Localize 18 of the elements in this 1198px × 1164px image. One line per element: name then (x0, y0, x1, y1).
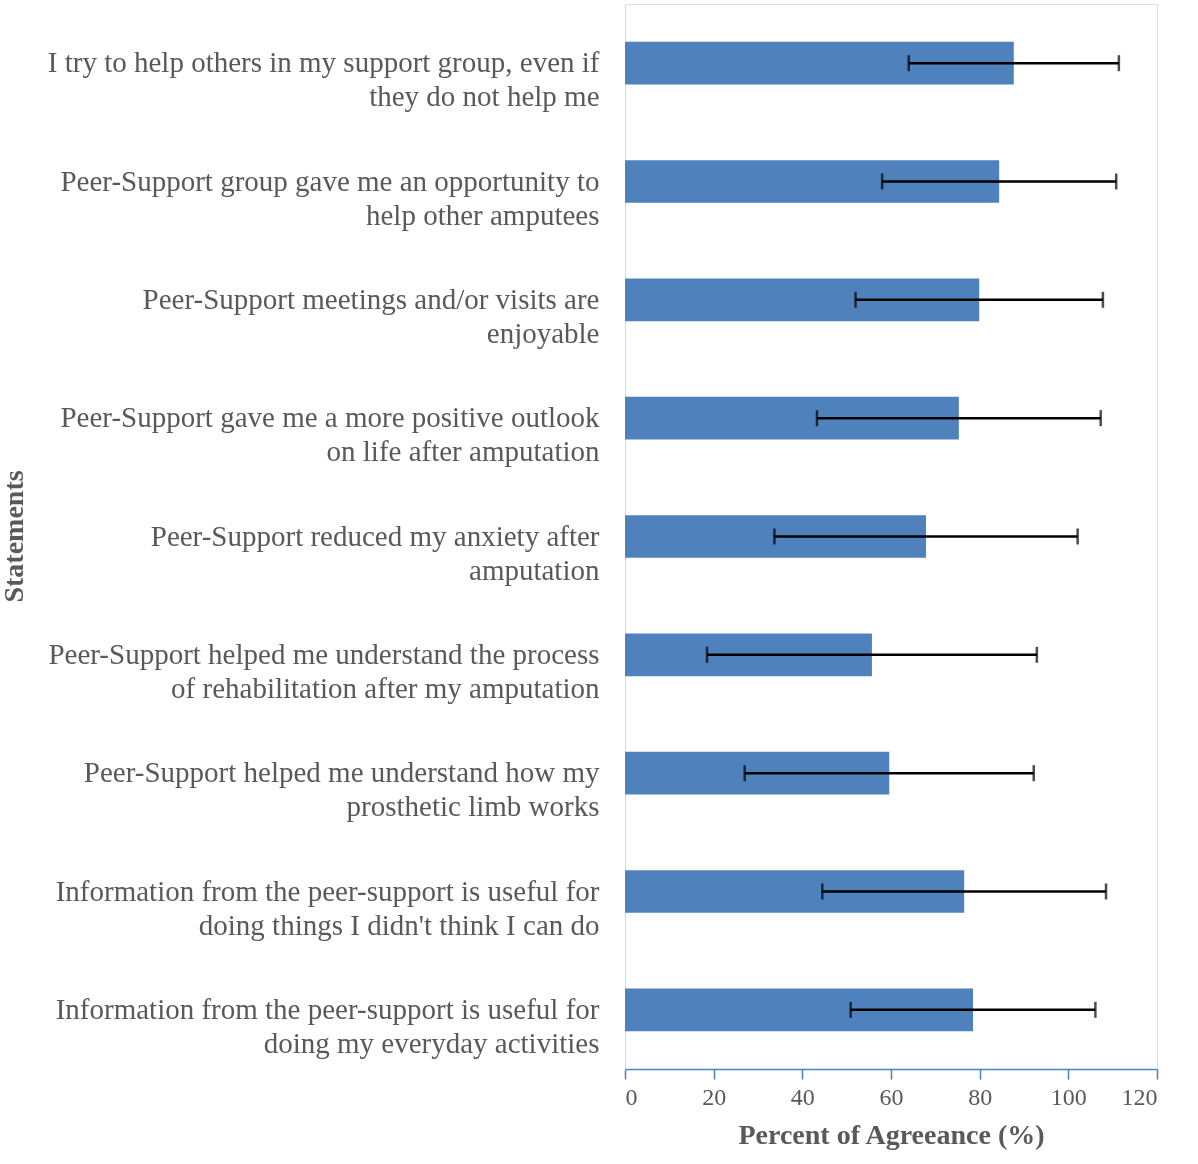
y-tick-label: Peer-Support gave me a more positive outlook on life after amputation (60, 401, 600, 468)
x-tick-label: 80 (968, 1083, 993, 1110)
x-tick-label: 40 (790, 1083, 815, 1110)
x-tick-label: 0 (625, 1083, 638, 1110)
y-tick-label: Peer-Support meetings and/or visits are enjoyable (142, 282, 600, 349)
y-tick-label: Information from the peer-support is useful for doing things I didn't think I can do (55, 874, 600, 941)
y-tick-label: Peer-Support helped me understand the process of rehabilitation after my amputation (48, 637, 600, 704)
y-tick-label: Peer-Support helped me understand how my prosthetic limb works (83, 756, 600, 823)
y-tick-label: Peer-Support group gave me an opportunity to help other amputees (60, 164, 600, 231)
y-tick-label: I try to help others in my support group, even if they do not help me (47, 46, 600, 113)
y-tick-label: Information from the peer-support is useful for doing my everyday activities (55, 992, 600, 1059)
y-tick-label: Peer-Support reduced my anxiety after amputation (150, 519, 600, 586)
x-tick-label: 60 (879, 1083, 904, 1110)
x-tick-label: 20 (702, 1083, 727, 1110)
x-tick-label: 100 (1050, 1083, 1087, 1110)
y-axis-title: Statements (0, 470, 29, 603)
x-tick-label: 120 (1121, 1083, 1158, 1110)
x-axis-title: Percent of Agreeance (%) (738, 1118, 1045, 1150)
